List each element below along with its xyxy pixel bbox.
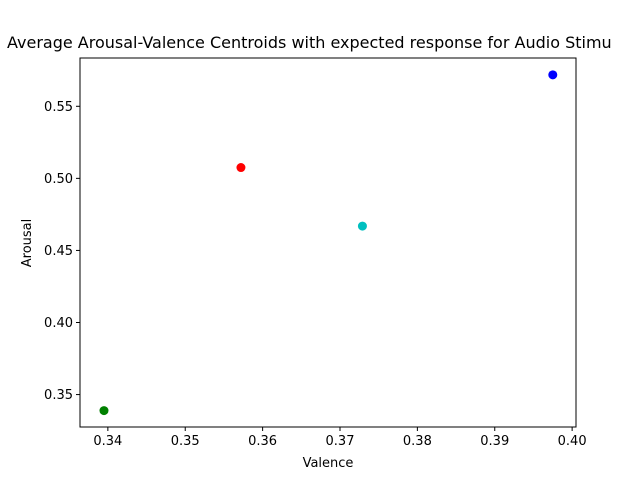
plot-area bbox=[80, 58, 576, 427]
y-tick-label: 0.45 bbox=[44, 244, 73, 259]
y-tick-label: 0.50 bbox=[44, 172, 73, 187]
plot-frame bbox=[79, 57, 577, 428]
x-axis-ticks: 0.34 0.35 0.36 0.37 0.38 0.39 0.40 bbox=[93, 427, 587, 449]
y-axis-ticks: 0.35 0.40 0.45 0.50 0.55 bbox=[44, 100, 80, 403]
x-tick-label: 0.37 bbox=[326, 434, 355, 449]
y-tick-label: 0.40 bbox=[44, 316, 73, 331]
x-tick-label: 0.38 bbox=[403, 434, 432, 449]
data-points bbox=[99, 70, 558, 416]
scatter-point bbox=[548, 70, 558, 80]
x-tick-label: 0.34 bbox=[93, 434, 122, 449]
scatter-point bbox=[99, 406, 109, 416]
y-tick-label: 0.35 bbox=[44, 388, 73, 403]
scatter-point bbox=[236, 163, 246, 173]
scatter-point bbox=[357, 221, 367, 231]
y-tick-label: 0.55 bbox=[44, 100, 73, 115]
x-tick-label: 0.35 bbox=[171, 434, 200, 449]
x-tick-label: 0.40 bbox=[558, 434, 587, 449]
x-axis-label: Valence bbox=[303, 456, 354, 471]
x-tick-label: 0.36 bbox=[248, 434, 277, 449]
x-tick-label: 0.39 bbox=[480, 434, 509, 449]
chart-title: Average Arousal-Valence Centroids with e… bbox=[7, 33, 612, 52]
y-axis-label: Arousal bbox=[20, 219, 35, 268]
